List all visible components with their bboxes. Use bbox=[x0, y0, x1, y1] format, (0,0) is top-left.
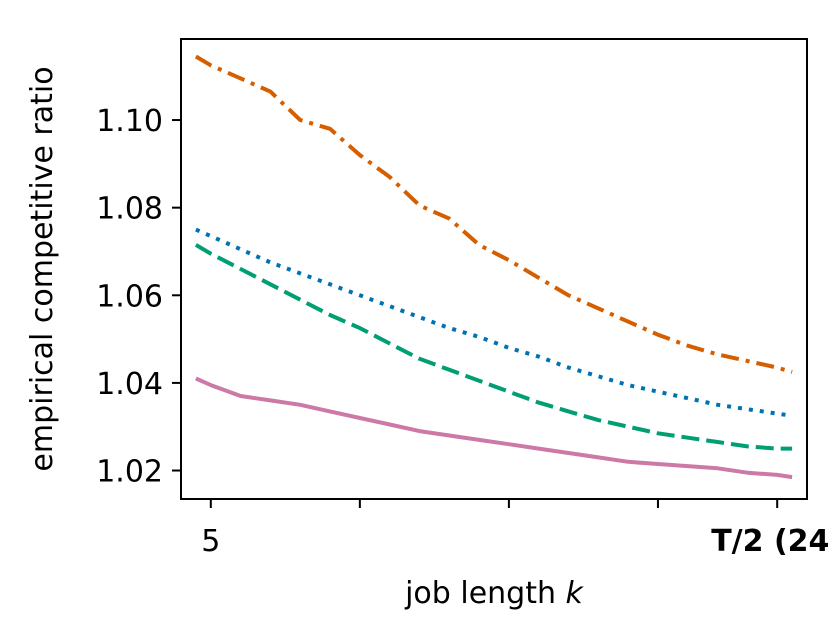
x-tick-label-4: T/2 (24) bbox=[711, 524, 832, 559]
x-axis-title-var: k bbox=[566, 576, 585, 611]
series-line-3 bbox=[194, 243, 793, 451]
x-tick-label-0: 5 bbox=[201, 524, 220, 559]
x-axis: 5 T/2 (24) bbox=[201, 499, 832, 559]
x-axis-title: job length k bbox=[404, 576, 584, 611]
x-axis-title-text: job length bbox=[404, 576, 565, 611]
plot-background bbox=[181, 39, 807, 499]
series-line-4 bbox=[195, 376, 793, 480]
series-layer bbox=[194, 54, 793, 480]
y-tick-label-0: 1.02 bbox=[96, 455, 163, 490]
y-tick-label-4: 1.10 bbox=[96, 104, 163, 139]
y-axis-title: empirical competitive ratio bbox=[25, 66, 60, 471]
plot-frame bbox=[180, 38, 808, 500]
y-tick-label-1: 1.04 bbox=[96, 367, 163, 402]
y-tick-label-3: 1.08 bbox=[96, 192, 163, 227]
y-axis: 1.02 1.04 1.06 1.08 1.10 bbox=[96, 104, 181, 490]
series-line-1 bbox=[194, 54, 793, 374]
y-tick-label-2: 1.06 bbox=[96, 279, 163, 314]
